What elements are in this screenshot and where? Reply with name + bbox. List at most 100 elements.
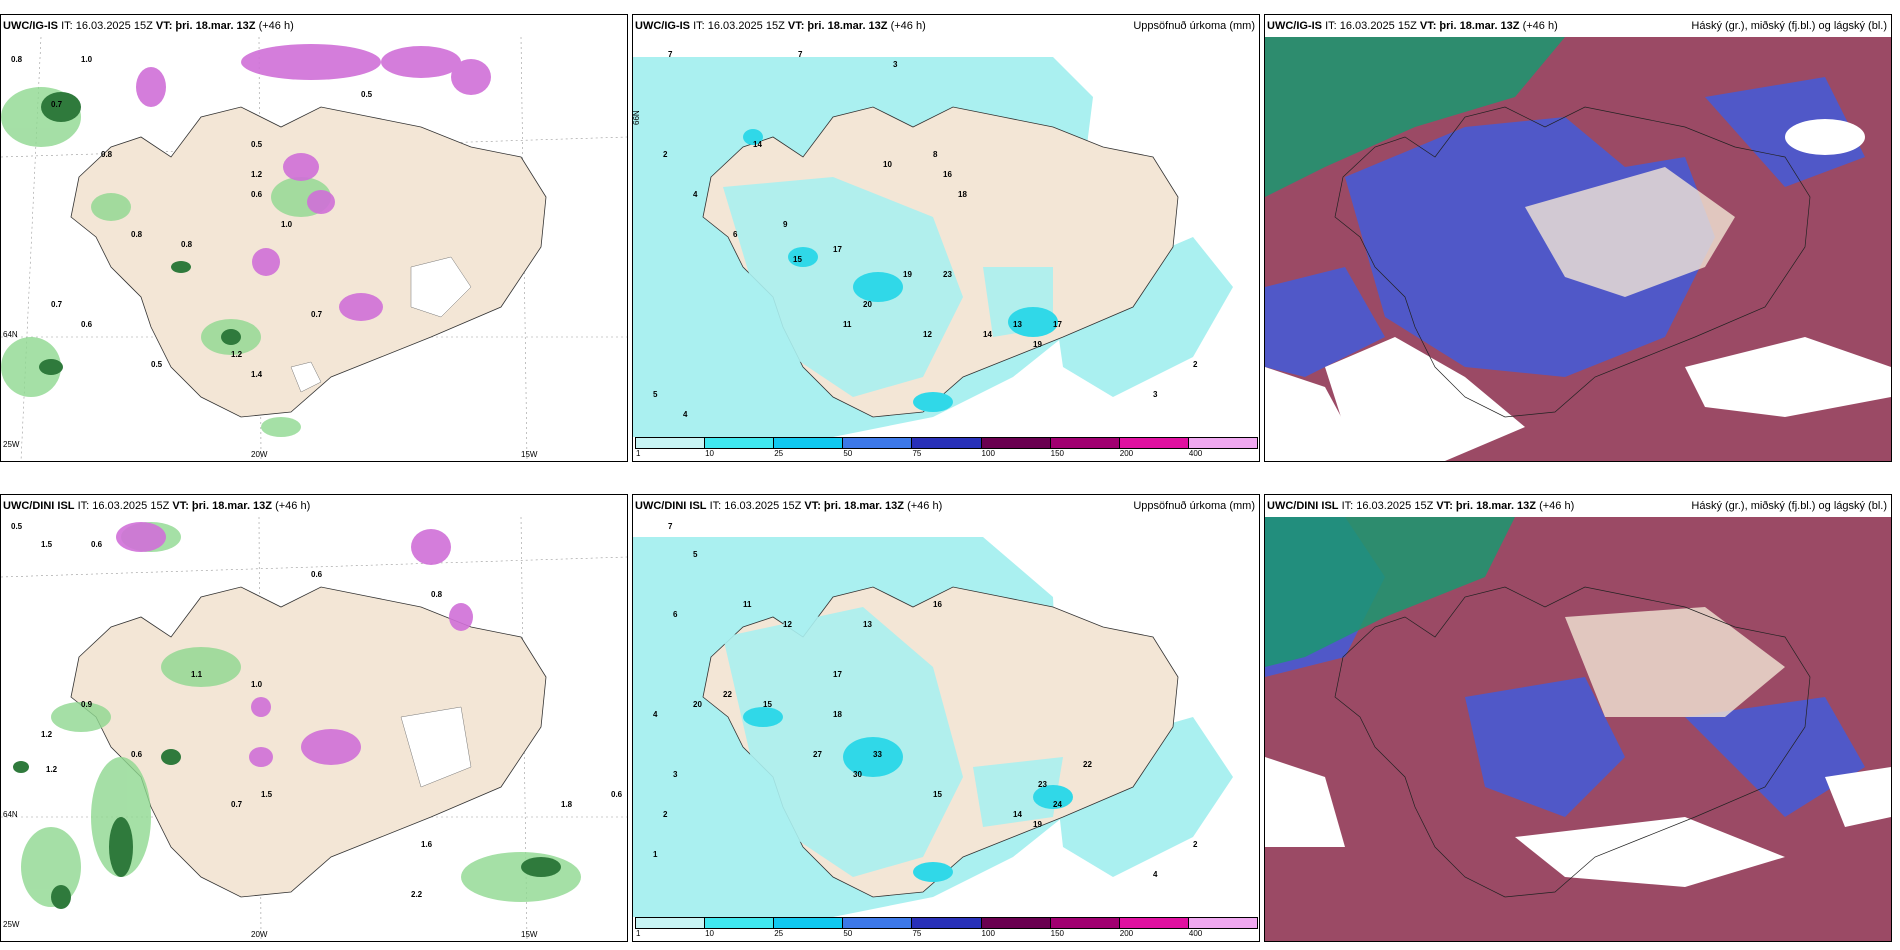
svg-text:1.5: 1.5 bbox=[261, 790, 273, 799]
colorbar-label: 50 bbox=[843, 929, 853, 938]
colorbar-segment bbox=[1049, 917, 1120, 929]
colorbar-segment bbox=[842, 437, 913, 449]
colorbar-segment bbox=[842, 917, 913, 929]
svg-text:19: 19 bbox=[1033, 820, 1042, 829]
panel-header: UWC/IG-IS IT: 16.03.2025 15Z VT: þri. 18… bbox=[1267, 20, 1887, 32]
colorbar-label: 400 bbox=[1188, 929, 1203, 938]
svg-text:23: 23 bbox=[943, 270, 952, 279]
svg-text:22: 22 bbox=[723, 690, 732, 699]
svg-text:2.2: 2.2 bbox=[411, 890, 423, 899]
map-clouds bbox=[1265, 37, 1891, 461]
colorbar-label: 400 bbox=[1188, 449, 1203, 458]
svg-text:0.5: 0.5 bbox=[151, 360, 163, 369]
svg-text:17: 17 bbox=[1053, 320, 1062, 329]
colorbar-segment bbox=[1118, 917, 1189, 929]
svg-text:11: 11 bbox=[743, 600, 752, 609]
svg-text:0.7: 0.7 bbox=[51, 100, 63, 109]
panel-accum-precip-dini: UWC/DINI ISL IT: 16.03.2025 15Z VT: þri.… bbox=[632, 494, 1260, 942]
svg-text:16: 16 bbox=[943, 170, 952, 179]
colorbar-segment bbox=[1187, 917, 1258, 929]
colorbar-segment bbox=[1187, 437, 1258, 449]
svg-text:6: 6 bbox=[733, 230, 738, 239]
svg-text:14: 14 bbox=[1013, 810, 1022, 819]
svg-text:18: 18 bbox=[958, 190, 967, 199]
svg-text:0.6: 0.6 bbox=[81, 320, 93, 329]
panel-header: UWC/DINI ISL IT: 16.03.2025 15Z VT: þri.… bbox=[635, 500, 1255, 512]
svg-text:15: 15 bbox=[933, 790, 942, 799]
colorbar-label: 200 bbox=[1119, 449, 1134, 458]
colorbar-segment bbox=[635, 917, 706, 929]
svg-text:0.5: 0.5 bbox=[361, 90, 373, 99]
colorbar-segment bbox=[704, 917, 775, 929]
panel-clouds-igis: UWC/IG-IS IT: 16.03.2025 15Z VT: þri. 18… bbox=[1264, 14, 1892, 462]
svg-text:5: 5 bbox=[653, 390, 658, 399]
colorbar-label: 25 bbox=[774, 929, 784, 938]
map-accum-precip: 7 5 6 4 3 2 1 11 12 13 15 17 16 18 20 22… bbox=[633, 517, 1259, 941]
svg-text:15W: 15W bbox=[521, 930, 538, 939]
colorbar-label: 150 bbox=[1050, 449, 1065, 458]
map-accum-precip: 7 7 3 2 4 6 9 10 8 14 16 18 15 17 19 20 … bbox=[633, 37, 1259, 461]
colorbar-label: 75 bbox=[912, 449, 922, 458]
svg-text:3: 3 bbox=[1153, 390, 1158, 399]
svg-text:1.8: 1.8 bbox=[561, 800, 573, 809]
svg-text:17: 17 bbox=[833, 670, 842, 679]
svg-text:14: 14 bbox=[983, 330, 992, 339]
svg-text:0.8: 0.8 bbox=[101, 150, 113, 159]
svg-text:33: 33 bbox=[873, 750, 882, 759]
svg-text:30: 30 bbox=[853, 770, 862, 779]
colorbar-segment bbox=[911, 917, 982, 929]
svg-text:1.0: 1.0 bbox=[81, 55, 93, 64]
svg-text:0.8: 0.8 bbox=[11, 55, 23, 64]
svg-text:0.5: 0.5 bbox=[251, 140, 263, 149]
svg-text:0.8: 0.8 bbox=[131, 230, 143, 239]
svg-text:0.6: 0.6 bbox=[91, 540, 103, 549]
svg-text:27: 27 bbox=[813, 750, 822, 759]
svg-text:2: 2 bbox=[663, 150, 668, 159]
map-wind-precip: 0.5 1.5 0.6 0.9 1.2 1.2 0.6 0.7 1.5 1.1 … bbox=[1, 517, 627, 941]
panel-clouds-dini: UWC/DINI ISL IT: 16.03.2025 15Z VT: þri.… bbox=[1264, 494, 1892, 942]
svg-text:7: 7 bbox=[798, 50, 803, 59]
colorbar-label: 10 bbox=[705, 449, 715, 458]
svg-text:6: 6 bbox=[673, 610, 678, 619]
svg-text:0.6: 0.6 bbox=[611, 790, 623, 799]
svg-text:19: 19 bbox=[903, 270, 912, 279]
colorbar-segment bbox=[773, 437, 844, 449]
colorbar: 1 10 25 50 75 100 150 200 400 bbox=[635, 437, 1258, 459]
panel-wind-precip-dini: UWC/DINI ISL IT: 16.03.2025 15Z VT: þri.… bbox=[0, 494, 628, 942]
svg-text:13: 13 bbox=[1013, 320, 1022, 329]
svg-text:1.0: 1.0 bbox=[251, 680, 263, 689]
svg-text:25W: 25W bbox=[3, 920, 20, 929]
svg-text:9: 9 bbox=[783, 220, 788, 229]
svg-text:3: 3 bbox=[893, 60, 898, 69]
svg-text:4: 4 bbox=[1153, 870, 1158, 879]
svg-text:15: 15 bbox=[793, 255, 802, 264]
colorbar-label: 75 bbox=[912, 929, 922, 938]
iceland-land bbox=[70, 106, 547, 418]
panel-header: UWC/DINI ISL IT: 16.03.2025 15Z VT: þri.… bbox=[1267, 500, 1887, 512]
colorbar-segment bbox=[980, 917, 1051, 929]
svg-text:3: 3 bbox=[673, 770, 678, 779]
svg-text:1.4: 1.4 bbox=[251, 370, 263, 379]
panel-wind-precip-igis: UWC/IG-IS IT: 16.03.2025 15Z VT: þri. 18… bbox=[0, 14, 628, 462]
svg-text:5: 5 bbox=[693, 550, 698, 559]
svg-text:10: 10 bbox=[883, 160, 892, 169]
svg-text:4: 4 bbox=[683, 410, 688, 419]
svg-text:22: 22 bbox=[1083, 760, 1092, 769]
svg-text:12: 12 bbox=[783, 620, 792, 629]
svg-text:7: 7 bbox=[668, 50, 673, 59]
svg-text:0.8: 0.8 bbox=[431, 590, 443, 599]
svg-text:14: 14 bbox=[753, 140, 762, 149]
svg-text:0.8: 0.8 bbox=[181, 240, 193, 249]
svg-text:1.2: 1.2 bbox=[46, 765, 58, 774]
svg-text:20W: 20W bbox=[251, 450, 268, 459]
map-clouds bbox=[1265, 517, 1891, 941]
svg-text:1: 1 bbox=[653, 850, 658, 859]
svg-text:64N: 64N bbox=[3, 330, 18, 339]
svg-text:64N: 64N bbox=[3, 810, 18, 819]
panel-header: UWC/DINI ISL IT: 16.03.2025 15Z VT: þri.… bbox=[3, 500, 311, 512]
colorbar-label: 50 bbox=[843, 449, 853, 458]
svg-text:20W: 20W bbox=[251, 930, 268, 939]
panel-header: UWC/IG-IS IT: 16.03.2025 15Z VT: þri. 18… bbox=[635, 20, 1255, 32]
colorbar-label: 100 bbox=[981, 449, 995, 458]
svg-text:15W: 15W bbox=[521, 450, 538, 459]
